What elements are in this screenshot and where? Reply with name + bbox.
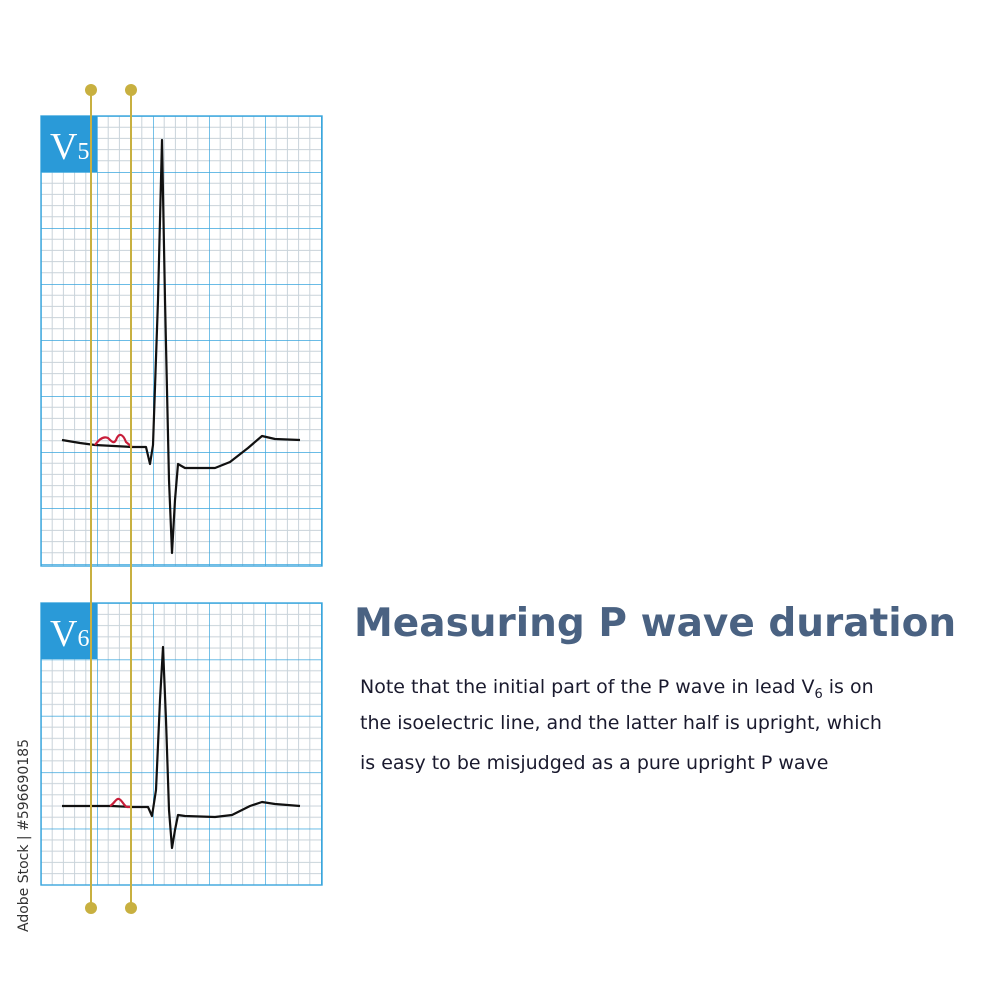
caliper-lines xyxy=(90,90,132,908)
lead-badge xyxy=(41,603,97,659)
lead-label: V6 xyxy=(50,613,89,655)
note-line: Note that the initial part of the P wave… xyxy=(360,676,874,702)
lead-badge xyxy=(41,116,97,172)
p-wave xyxy=(109,797,132,809)
note-line: the isoelectric line, and the latter hal… xyxy=(360,712,882,734)
title: Measuring P wave duration xyxy=(354,601,956,646)
watermark: Adobe Stock | #596690185 xyxy=(16,739,32,932)
ecg-grid xyxy=(40,115,323,567)
caliper-ends xyxy=(85,84,137,914)
ecg-trace xyxy=(61,138,301,555)
ecg-trace xyxy=(62,645,301,850)
lead-label: V5 xyxy=(50,126,89,168)
p-wave xyxy=(94,433,133,448)
note-line: is easy to be misjudged as a pure uprigh… xyxy=(360,752,828,774)
